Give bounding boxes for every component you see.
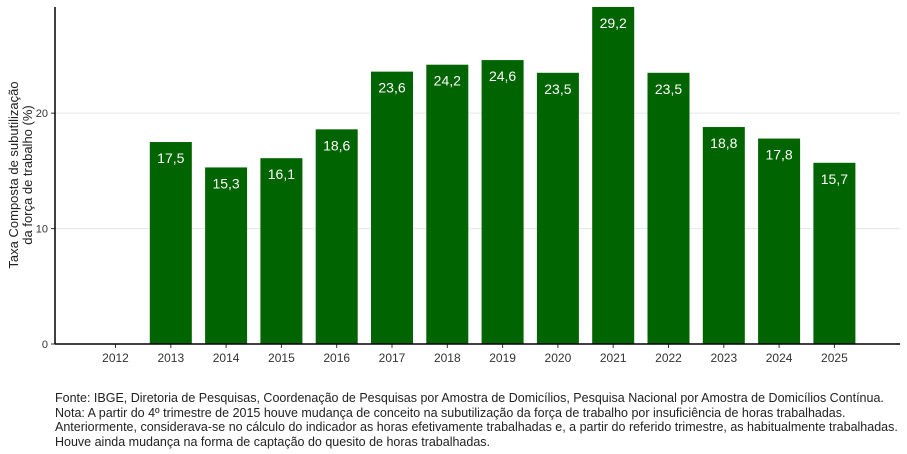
y-tick-label: 20 [36,108,48,120]
bar-2022 [647,72,690,345]
bar-2021 [592,7,635,344]
bars [149,7,856,345]
data-label-2023: 18,8 [710,135,737,151]
x-tick-label: 2016 [323,351,350,365]
data-label-2017: 23,6 [378,80,405,96]
bar-2014 [205,167,248,344]
data-label-2019: 24,6 [489,68,516,84]
x-tick-label: 2012 [102,351,129,365]
data-label-2024: 17,8 [765,147,792,163]
data-label-2022: 23,5 [655,81,682,97]
y-axis-label-line-1: Taxa Composta de subutilização [6,81,21,268]
bar-2016 [315,129,358,344]
bar-2023 [702,127,745,344]
x-tick-label: 2023 [710,351,737,365]
x-tick-label: 2014 [213,351,240,365]
y-axis-label-line-2: da força de trabalho (%) [20,105,35,244]
data-label-2015: 16,1 [268,166,295,182]
y-tick-label: 10 [36,224,48,236]
data-label-2016: 18,6 [323,137,350,153]
note-source: Fonte: IBGE, Diretoria de Pesquisas, Coo… [55,391,884,405]
bar-2017 [371,71,413,345]
x-tick-label: 2021 [600,351,627,365]
bar-2015 [260,158,303,344]
x-tick-label: 2017 [379,351,406,365]
bar-2013 [149,142,192,344]
data-labels: 17,5 15,3 16,1 18,6 23,6 24,2 24,6 23,5 29,2 23,5… [157,15,848,191]
data-label-2020: 23,5 [544,81,571,97]
y-tick-label: 0 [42,339,48,351]
data-label-2013: 17,5 [157,150,184,166]
x-tick-label: 2024 [766,351,793,365]
note-line-3: Houve ainda mudança na forma de captação… [55,434,491,449]
bar-2024 [758,138,801,344]
bar-2020 [536,72,579,345]
x-tick-label: 2020 [545,351,572,365]
bar-2019 [481,60,524,344]
x-tick-label: 2019 [489,351,516,365]
x-tick-label: 2025 [821,351,848,365]
bar-2018 [426,64,469,345]
x-tick-label: 2013 [157,351,184,365]
bar-chart: 17,5 15,3 16,1 18,6 23,6 24,2 24,6 23,5 29,2 23,5… [6,7,900,365]
data-label-2021: 29,2 [600,15,627,31]
x-tick-label: 2015 [268,351,295,365]
bar-2025 [813,162,856,344]
y-axis-ticks: 0 10 20 [36,108,55,351]
x-tick-label: 2018 [434,351,461,365]
data-label-2025: 15,7 [821,171,848,187]
note-line-1: Nota: A partir do 4º trimestre de 2015 h… [55,405,846,420]
x-tick-label: 2022 [655,351,682,365]
data-label-2018: 24,2 [434,73,461,89]
x-axis-ticks: 2012 2013 2014 2015 2016 2017 2018 2019 2020 2021… [102,344,848,365]
source-notes: Fonte: IBGE, Diretoria de Pesquisas, Coo… [55,391,900,449]
data-label-2014: 15,3 [212,175,239,191]
note-line-2: Anteriormente, considerava-se no cálculo… [55,420,898,434]
